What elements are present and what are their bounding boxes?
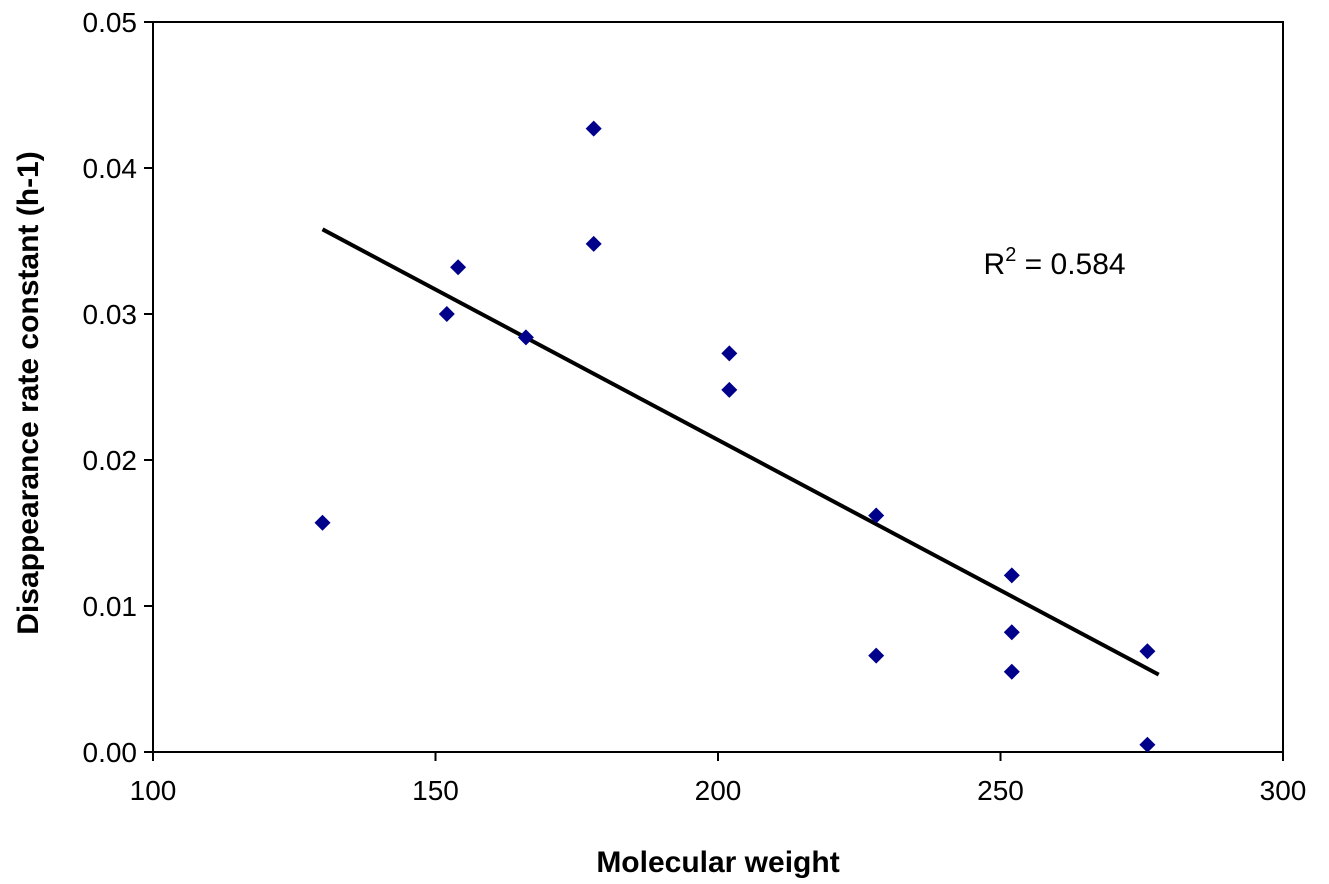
data-point xyxy=(1003,663,1020,680)
data-point xyxy=(438,306,455,322)
data-point xyxy=(868,647,885,664)
y-axis-title: Disappearance rate constant (h-1) xyxy=(12,151,45,634)
data-point xyxy=(585,120,602,137)
x-tick-label: 100 xyxy=(130,775,177,806)
y-tick-label: 0.04 xyxy=(83,153,138,184)
x-tick-label: 150 xyxy=(412,775,459,806)
data-point xyxy=(721,381,738,398)
data-point xyxy=(450,259,467,276)
y-tick-label: 0.00 xyxy=(83,737,138,768)
data-point xyxy=(1003,624,1020,641)
x-tick-label: 250 xyxy=(977,775,1024,806)
x-tick-label: 300 xyxy=(1260,775,1307,806)
x-axis-title: Molecular weight xyxy=(596,846,839,879)
y-tick-label: 0.05 xyxy=(83,7,138,38)
data-point xyxy=(1139,643,1156,660)
data-point xyxy=(721,345,738,362)
data-point xyxy=(314,514,331,531)
data-point xyxy=(1139,736,1156,753)
trendline xyxy=(321,227,1160,677)
data-point xyxy=(1003,567,1020,584)
x-tick-label: 200 xyxy=(695,775,742,806)
plot-area-frame xyxy=(152,21,1284,753)
data-point xyxy=(585,235,602,252)
data-point xyxy=(868,507,885,524)
r-squared-annotation: R2 = 0.584 xyxy=(984,244,1126,281)
y-tick-label: 0.03 xyxy=(83,299,138,330)
y-tick-label: 0.01 xyxy=(83,591,138,622)
y-tick-label: 0.02 xyxy=(83,445,138,476)
data-point xyxy=(517,329,534,346)
